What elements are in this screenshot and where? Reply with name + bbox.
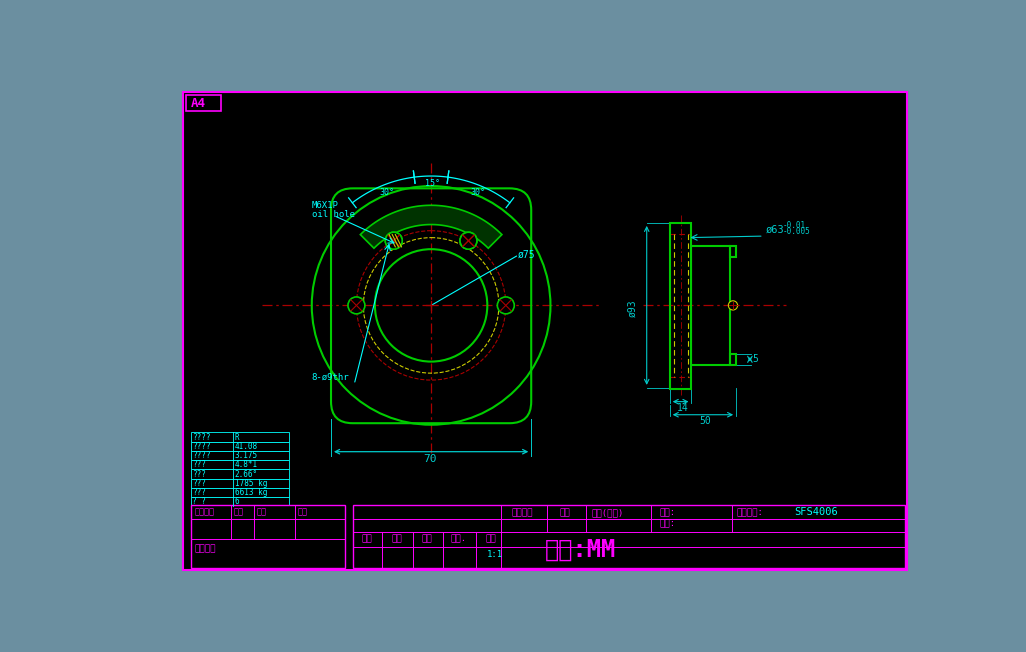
Text: ????: ???? bbox=[193, 442, 211, 451]
Text: -0.005: -0.005 bbox=[782, 227, 810, 236]
Text: ø63: ø63 bbox=[765, 224, 784, 234]
Text: -0.01: -0.01 bbox=[782, 220, 805, 230]
Text: 日期: 日期 bbox=[560, 508, 570, 517]
Text: 存档图号:: 存档图号: bbox=[736, 508, 763, 517]
Text: ???: ??? bbox=[193, 479, 206, 488]
Text: SFS4006: SFS4006 bbox=[794, 507, 837, 517]
Circle shape bbox=[460, 232, 477, 249]
Text: 41.08: 41.08 bbox=[235, 442, 258, 451]
Text: 签名: 签名 bbox=[298, 508, 307, 517]
Bar bbox=[191, 479, 288, 488]
Text: 8-ø9thr: 8-ø9thr bbox=[311, 373, 349, 382]
Circle shape bbox=[348, 297, 365, 314]
Text: ? ?: ? ? bbox=[193, 497, 206, 507]
Text: ???: ??? bbox=[193, 460, 206, 469]
Bar bbox=[191, 505, 345, 568]
Text: 日期: 日期 bbox=[256, 508, 267, 517]
Bar bbox=[191, 469, 288, 479]
Text: ???: ??? bbox=[193, 469, 206, 479]
Circle shape bbox=[498, 297, 514, 314]
Bar bbox=[191, 441, 288, 451]
Text: ø93: ø93 bbox=[628, 300, 637, 318]
Text: 5: 5 bbox=[752, 353, 758, 364]
Bar bbox=[187, 95, 221, 111]
Text: 1785 kg: 1785 kg bbox=[235, 479, 267, 488]
Polygon shape bbox=[184, 92, 907, 569]
Text: 单位:MM: 单位:MM bbox=[545, 538, 617, 562]
Text: 处数: 处数 bbox=[233, 508, 243, 517]
Bar bbox=[191, 451, 288, 460]
Text: 更改标记: 更改标记 bbox=[195, 508, 214, 517]
Text: 比例: 比例 bbox=[485, 535, 497, 544]
Text: 2.66°: 2.66° bbox=[235, 469, 258, 479]
Bar bbox=[729, 246, 736, 257]
Text: 型号:: 型号: bbox=[659, 508, 675, 517]
Circle shape bbox=[386, 232, 402, 249]
Text: 数量(单台): 数量(单台) bbox=[591, 508, 624, 517]
Text: 14: 14 bbox=[677, 403, 688, 413]
Text: 6: 6 bbox=[235, 497, 239, 507]
Bar bbox=[191, 488, 288, 497]
Circle shape bbox=[460, 232, 477, 249]
Text: A4: A4 bbox=[191, 96, 206, 110]
Text: 客户名称: 客户名称 bbox=[512, 508, 534, 517]
Bar bbox=[729, 354, 736, 364]
Bar bbox=[191, 432, 288, 441]
Bar bbox=[191, 460, 288, 469]
Text: 视角.: 视角. bbox=[450, 535, 467, 544]
Text: ????: ???? bbox=[193, 451, 211, 460]
Bar bbox=[353, 505, 905, 568]
Text: 30°: 30° bbox=[470, 188, 485, 197]
Bar bbox=[670, 223, 692, 389]
Text: 4.8*1: 4.8*1 bbox=[235, 460, 258, 469]
Text: ???: ??? bbox=[193, 488, 206, 497]
Circle shape bbox=[728, 301, 738, 310]
Text: 30°: 30° bbox=[380, 188, 395, 197]
Text: 1:1: 1:1 bbox=[486, 550, 503, 559]
Text: 客户确认: 客户确认 bbox=[195, 544, 216, 553]
Text: 材料:: 材料: bbox=[659, 520, 675, 528]
Text: ø75: ø75 bbox=[518, 250, 536, 259]
Text: M6X1P: M6X1P bbox=[312, 201, 339, 209]
Circle shape bbox=[386, 232, 402, 249]
Text: oil hole: oil hole bbox=[312, 210, 355, 219]
Bar bbox=[191, 497, 288, 507]
Text: 设计: 设计 bbox=[391, 535, 402, 544]
Text: 50: 50 bbox=[699, 416, 711, 426]
Text: 审核: 审核 bbox=[422, 535, 433, 544]
Polygon shape bbox=[360, 205, 502, 248]
Bar bbox=[692, 246, 729, 366]
Text: 15°: 15° bbox=[425, 179, 440, 188]
Text: 70: 70 bbox=[424, 454, 437, 464]
Text: R: R bbox=[235, 433, 239, 442]
Text: 3.175: 3.175 bbox=[235, 451, 258, 460]
Text: 6613 kg: 6613 kg bbox=[235, 488, 267, 497]
Text: ????: ???? bbox=[193, 433, 211, 442]
Text: 绘图: 绘图 bbox=[362, 535, 372, 544]
